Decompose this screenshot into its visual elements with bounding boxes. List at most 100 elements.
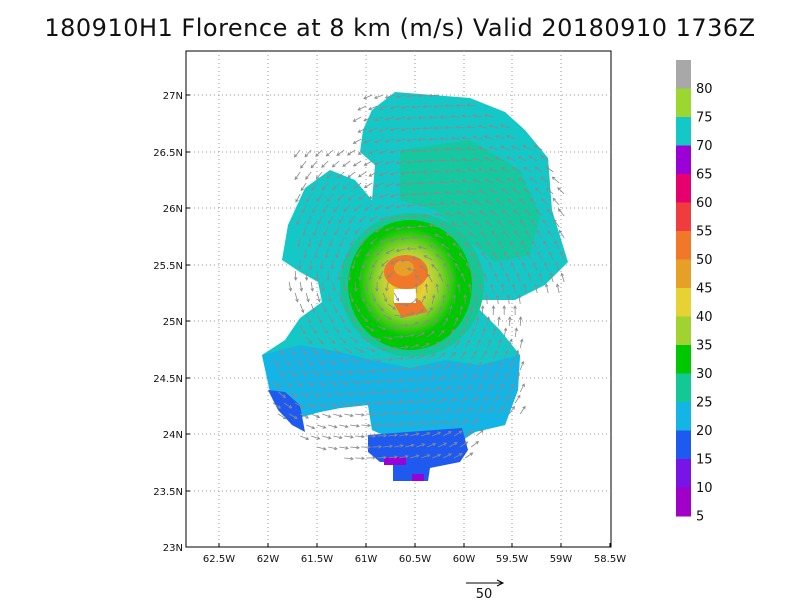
wind-vector: [501, 188, 510, 195]
wind-vector: [417, 159, 428, 164]
wind-field: [262, 92, 568, 481]
wind-vector: [305, 358, 314, 366]
wind-vector: [299, 325, 306, 335]
wind-vector: [339, 237, 345, 247]
wind-vector: [355, 456, 366, 461]
wind-vector: [529, 198, 538, 206]
wind-vector: [512, 188, 521, 195]
wind-vector: [448, 419, 458, 426]
wind-vector: [329, 237, 334, 248]
wind-vector: [328, 446, 338, 451]
wind-vector: [321, 325, 329, 334]
wind-vector: [421, 365, 431, 371]
wind-vector: [461, 136, 472, 140]
wind-vector: [461, 272, 466, 283]
wind-vector: [444, 190, 455, 195]
wind-vector: [297, 237, 301, 248]
wind-vector: [474, 294, 478, 305]
wind-vector: [448, 328, 455, 338]
wind-vector: [389, 105, 400, 110]
wind-vector: [349, 292, 354, 303]
wind-vector: [294, 358, 303, 366]
wind-vector: [419, 265, 428, 272]
wind-vector: [379, 171, 389, 177]
wind-vector: [444, 212, 455, 217]
wind-vector: [406, 267, 417, 272]
wind-vector: [519, 405, 526, 415]
wind-vector: [507, 316, 512, 327]
wind-vector: [307, 237, 312, 248]
wind-vector: [528, 155, 538, 162]
wind-vector: [383, 444, 393, 449]
wind-vector: [288, 369, 297, 377]
wind-vector: [315, 270, 320, 281]
colorbar-label: 15: [696, 453, 713, 468]
wind-vector: [371, 314, 380, 322]
wind-vector: [299, 391, 309, 398]
lat-tick-label: 27N: [163, 91, 183, 102]
wind-vector: [363, 116, 373, 122]
wind-vector: [457, 283, 461, 294]
wind-vector: [475, 316, 480, 327]
wind-vector: [446, 283, 450, 294]
colorbar-swatch: [676, 60, 691, 89]
wind-vector: [332, 303, 338, 313]
wind-vector: [472, 135, 483, 140]
wind-vector: [470, 373, 478, 382]
wind-vector: [321, 369, 331, 376]
wind-vector: [400, 171, 411, 176]
wind-vector: [497, 338, 502, 349]
wind-vector: [555, 261, 560, 272]
wind-vector: [374, 182, 384, 188]
wind-vector: [364, 204, 373, 211]
wind-vector: [518, 198, 527, 206]
wind-vector: [304, 270, 309, 281]
wind-vector: [305, 292, 310, 303]
wind-vector: [447, 253, 455, 261]
wind-vector: [503, 349, 509, 360]
wind-vector: [327, 336, 336, 344]
wind-vector: [400, 237, 411, 241]
wind-vector: [374, 116, 384, 121]
wind-vector: [411, 214, 422, 218]
wind-vector: [365, 303, 372, 313]
wind-vector: [326, 171, 334, 180]
wind-vector: [468, 231, 477, 239]
wind-vector: [347, 270, 352, 281]
colorbar-swatch: [676, 430, 691, 460]
wind-vector: [508, 360, 514, 371]
lon-tick-label: 58.5W: [594, 554, 626, 565]
wind-vector: [299, 347, 307, 356]
wind-vector: [389, 215, 400, 220]
wind-vector: [421, 432, 431, 437]
wind-vector: [486, 241, 494, 250]
wind-vector: [508, 406, 515, 415]
wind-vector: [553, 219, 560, 228]
wind-vector: [453, 453, 463, 459]
wind-vector: [532, 240, 538, 250]
wind-vector: [421, 387, 431, 393]
wind-band-55: [394, 260, 414, 276]
wind-vector: [512, 209, 521, 217]
wind-vector: [405, 355, 415, 360]
wind-vector: [455, 168, 466, 173]
wind-vector: [439, 201, 450, 206]
wind-vector: [497, 383, 504, 393]
wind-vector: [395, 160, 406, 165]
wind-vector: [450, 179, 461, 184]
wind-vector: [326, 271, 330, 281]
wind-vector: [377, 433, 388, 438]
lon-tick-label: 60.5W: [399, 554, 431, 565]
wind-vector: [389, 237, 400, 242]
wind-vector: [499, 262, 505, 272]
wind-vector: [417, 137, 428, 142]
wind-vector: [372, 401, 383, 406]
colorbar-swatch: [676, 459, 691, 488]
wind-vector: [503, 372, 509, 382]
wind-vector: [339, 358, 348, 364]
wind-vector: [394, 356, 404, 361]
wind-vector: [462, 200, 472, 206]
lat-tick-label: 24N: [163, 430, 183, 441]
wind-vector: [444, 104, 455, 108]
wind-vector: [450, 136, 461, 141]
